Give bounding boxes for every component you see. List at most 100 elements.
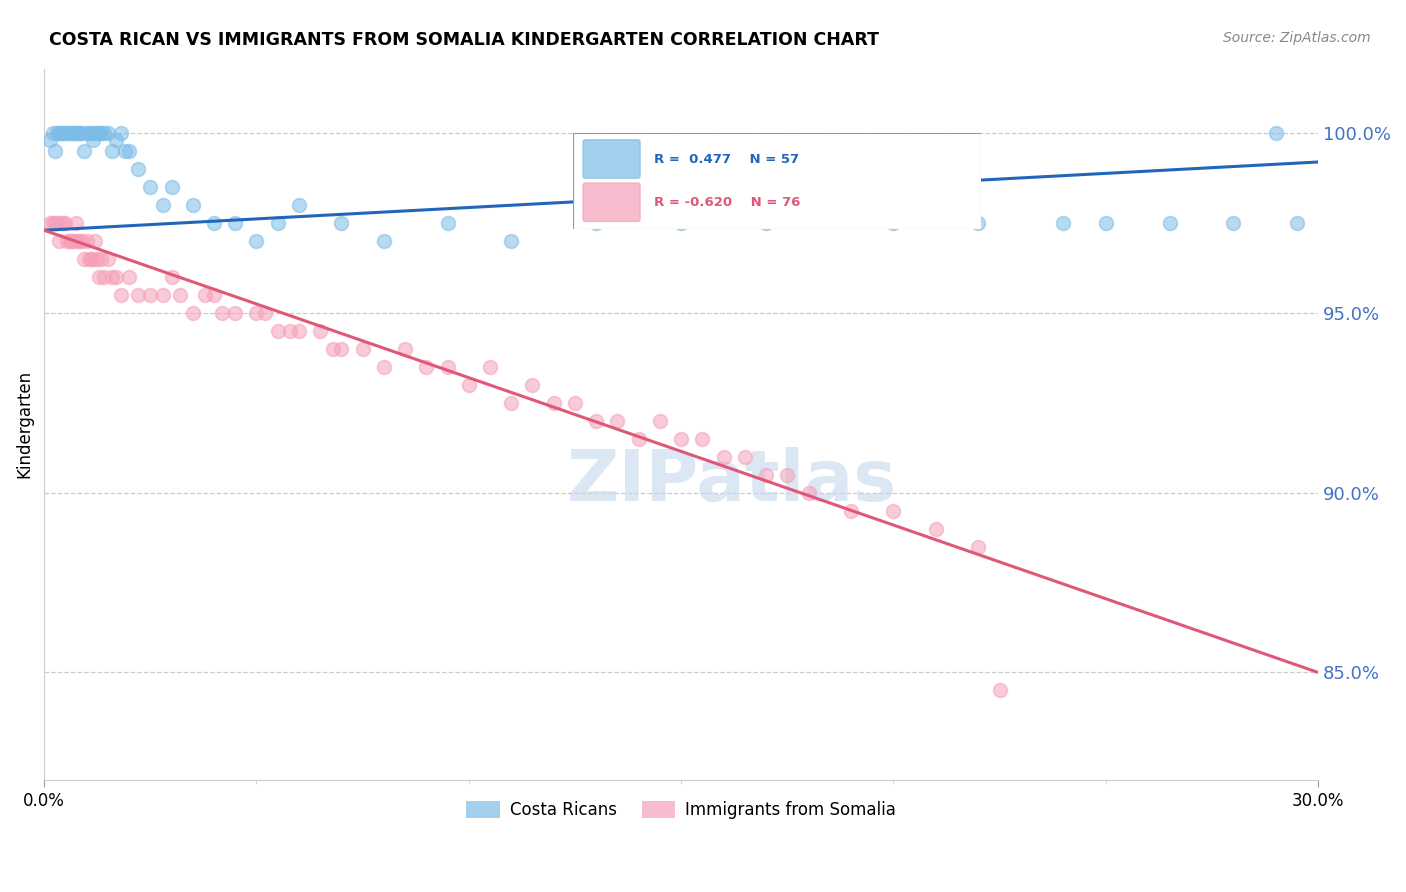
Point [436, 216, 458, 230]
Point [1159, 216, 1181, 230]
Point [322, 342, 344, 356]
Point [692, 432, 714, 446]
Point [110, 288, 132, 302]
Point [52, 216, 75, 230]
Point [39, 133, 62, 147]
Point [73, 145, 96, 159]
Point [84, 126, 107, 140]
Point [1285, 216, 1308, 230]
Point [585, 414, 607, 428]
Point [202, 216, 225, 230]
Point [93, 270, 115, 285]
Point [77, 252, 100, 266]
Point [280, 324, 302, 338]
Point [76, 126, 98, 140]
Point [76, 234, 98, 248]
Point [41, 216, 63, 230]
Point [352, 342, 374, 356]
Point [967, 216, 990, 230]
Legend: Costa Ricans, Immigrants from Somalia: Costa Ricans, Immigrants from Somalia [460, 794, 903, 825]
Point [160, 180, 183, 194]
Point [373, 359, 395, 374]
Point [288, 198, 311, 212]
Point [882, 216, 904, 230]
Point [330, 342, 353, 356]
Point [415, 359, 437, 374]
Point [501, 396, 523, 410]
Point [118, 270, 141, 285]
Point [181, 306, 204, 320]
Point [49, 216, 72, 230]
Point [160, 270, 183, 285]
Point [1094, 216, 1116, 230]
Point [63, 126, 86, 140]
Point [39, 216, 62, 230]
Point [1052, 216, 1074, 230]
Point [118, 145, 141, 159]
Point [169, 288, 191, 302]
Point [65, 216, 87, 230]
Point [152, 288, 174, 302]
Point [479, 359, 502, 374]
Point [48, 126, 70, 140]
Point [69, 234, 91, 248]
Point [86, 252, 108, 266]
Point [713, 450, 735, 464]
Point [105, 133, 128, 147]
Point [194, 288, 217, 302]
Point [585, 216, 607, 230]
Point [224, 216, 246, 230]
Point [56, 126, 79, 140]
Point [80, 126, 103, 140]
Point [72, 126, 94, 140]
Point [58, 234, 80, 248]
Point [669, 432, 692, 446]
Y-axis label: Kindergarten: Kindergarten [15, 370, 32, 478]
Point [253, 306, 276, 320]
Point [139, 288, 162, 302]
Point [202, 288, 225, 302]
Point [501, 234, 523, 248]
Point [67, 234, 90, 248]
Point [606, 414, 628, 428]
Point [127, 162, 149, 177]
Point [82, 252, 104, 266]
Point [394, 342, 416, 356]
Point [127, 288, 149, 302]
Point [627, 432, 650, 446]
Point [211, 306, 233, 320]
Point [1222, 216, 1244, 230]
Point [152, 198, 174, 212]
Point [669, 216, 692, 230]
Point [65, 126, 87, 140]
Point [648, 414, 671, 428]
Point [86, 126, 108, 140]
Point [266, 324, 288, 338]
Point [45, 126, 67, 140]
Point [776, 467, 799, 482]
Point [45, 216, 67, 230]
Point [53, 126, 76, 140]
Point [90, 252, 112, 266]
Point [53, 216, 76, 230]
Point [48, 234, 70, 248]
Point [63, 234, 86, 248]
Text: COSTA RICAN VS IMMIGRANTS FROM SOMALIA KINDERGARTEN CORRELATION CHART: COSTA RICAN VS IMMIGRANTS FROM SOMALIA K… [49, 31, 879, 49]
Point [72, 234, 94, 248]
Point [266, 216, 288, 230]
Point [60, 234, 83, 248]
Point [967, 540, 990, 554]
Point [988, 683, 1011, 698]
Point [1264, 126, 1286, 140]
Point [82, 133, 104, 147]
Point [288, 324, 311, 338]
Point [52, 126, 75, 140]
Point [44, 216, 66, 230]
Point [755, 216, 778, 230]
Point [105, 270, 128, 285]
Point [114, 145, 136, 159]
Point [457, 377, 479, 392]
Point [139, 180, 162, 194]
Point [373, 234, 395, 248]
Point [69, 126, 91, 140]
